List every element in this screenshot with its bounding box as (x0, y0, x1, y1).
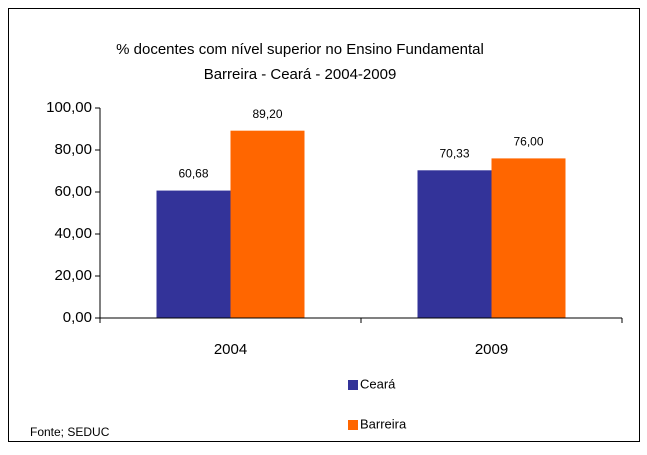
value-label: 76,00 (513, 135, 543, 149)
y-tick-label: 60,00 (54, 183, 92, 200)
bar (491, 158, 566, 318)
bar (417, 170, 492, 318)
legend-swatch (348, 380, 358, 390)
value-label: 89,20 (252, 107, 282, 121)
legend-label: Barreira (360, 416, 407, 431)
bar (230, 130, 305, 318)
y-tick-label: 80,00 (54, 141, 92, 158)
y-tick-label: 100,00 (46, 99, 92, 116)
y-tick-label: 0,00 (63, 309, 92, 326)
chart-subtitle: Barreira - Ceará - 2004-2009 (204, 66, 397, 83)
value-label: 60,68 (178, 167, 208, 181)
x-tick-label: 2009 (475, 341, 508, 358)
x-tick-label: 2004 (214, 341, 247, 358)
y-tick-label: 20,00 (54, 267, 92, 284)
source-note: Fonte; SEDUC (30, 425, 110, 439)
bar (156, 190, 231, 318)
legend-swatch (348, 420, 358, 430)
legend-label: Ceará (360, 376, 396, 391)
value-label: 70,33 (439, 146, 469, 160)
y-tick-label: 40,00 (54, 225, 92, 242)
chart-title: % docentes com nível superior no Ensino … (116, 41, 484, 58)
